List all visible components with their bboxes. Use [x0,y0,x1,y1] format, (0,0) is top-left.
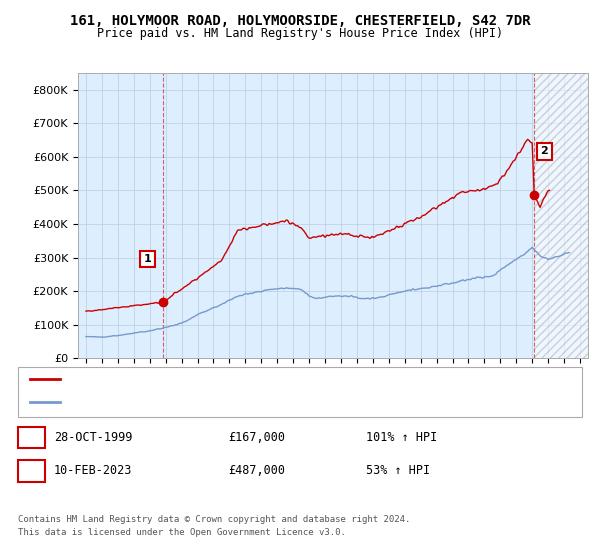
Text: 53% ↑ HPI: 53% ↑ HPI [366,464,430,478]
Text: Contains HM Land Registry data © Crown copyright and database right 2024.: Contains HM Land Registry data © Crown c… [18,515,410,524]
Text: 28-OCT-1999: 28-OCT-1999 [54,431,133,444]
Text: £487,000: £487,000 [228,464,285,478]
Text: Price paid vs. HM Land Registry's House Price Index (HPI): Price paid vs. HM Land Registry's House … [97,27,503,40]
Text: This data is licensed under the Open Government Licence v3.0.: This data is licensed under the Open Gov… [18,528,346,537]
Text: 2: 2 [541,147,548,156]
Text: 161, HOLYMOOR ROAD, HOLYMOORSIDE, CHESTERFIELD, S42 7DR (detached house): 161, HOLYMOOR ROAD, HOLYMOORSIDE, CHESTE… [66,374,516,384]
Text: 161, HOLYMOOR ROAD, HOLYMOORSIDE, CHESTERFIELD, S42 7DR: 161, HOLYMOOR ROAD, HOLYMOORSIDE, CHESTE… [70,14,530,28]
Text: 10-FEB-2023: 10-FEB-2023 [54,464,133,478]
Text: £167,000: £167,000 [228,431,285,444]
Text: 2: 2 [28,464,35,478]
Text: 1: 1 [144,254,152,264]
Text: 1: 1 [28,431,35,444]
Text: 101% ↑ HPI: 101% ↑ HPI [366,431,437,444]
Text: HPI: Average price, detached house, North East Derbyshire: HPI: Average price, detached house, Nort… [66,396,422,407]
